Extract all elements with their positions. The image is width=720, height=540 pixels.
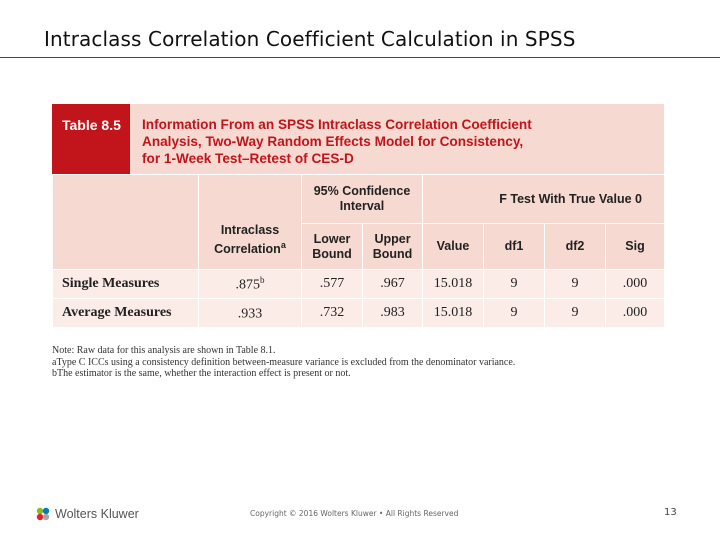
sig-cell: .000 <box>605 269 665 299</box>
icc-value: .875 <box>235 277 261 293</box>
icc-value: .933 <box>237 306 263 322</box>
df1-cell: 9 <box>483 298 545 328</box>
table-title-line: Analysis, Two-Way Random Effects Model f… <box>142 134 524 149</box>
slide-title: Intraclass Correlation Coefficient Calcu… <box>44 27 576 51</box>
footnote-marker: a <box>280 239 286 250</box>
column-header-row: Lower Bound Upper Bound Value df1 df2 Si… <box>53 223 665 270</box>
table-row: Average Measures .933 .732 .983 15.018 9… <box>52 298 665 328</box>
copyright-text: Copyright © 2016 Wolters Kluwer • All Ri… <box>250 509 459 518</box>
brand-name: Wolters Kluwer <box>55 507 139 521</box>
confidence-line1: 95% Confidence <box>313 184 411 198</box>
lower-bound-header: Lower Bound <box>301 223 363 270</box>
icc-table: Intraclass Correlationa 95% Confidence I… <box>52 174 665 328</box>
lower-bound-cell: .732 <box>301 298 363 328</box>
table-title: Information From an SPSS Intraclass Corr… <box>130 104 664 174</box>
lower-line2: Bound <box>312 246 352 261</box>
lower-bound-cell: .577 <box>301 269 363 299</box>
sig-header: Sig <box>605 223 665 270</box>
page-number: 13 <box>664 507 677 518</box>
wolters-kluwer-logo-icon <box>36 507 50 521</box>
upper-bound-cell: .967 <box>362 269 423 299</box>
df2-cell: 9 <box>544 269 606 299</box>
group-header-row: Intraclass Correlationa 95% Confidence I… <box>52 174 665 270</box>
f-test-header: F Test With True Value 0 <box>422 174 665 224</box>
table-note: aType C ICCs using a consistency definit… <box>52 356 516 368</box>
value-header: Value <box>422 223 484 270</box>
table-note: Note: Raw data for this analysis are sho… <box>52 345 276 356</box>
df1-cell: 9 <box>483 269 545 299</box>
footnote-marker: b <box>260 274 265 285</box>
row-label-header <box>52 174 199 270</box>
icc-header-line1: Intraclass <box>220 222 280 237</box>
table-notes: Note: Raw data for this analysis are sho… <box>52 345 515 380</box>
upper-line1: Upper <box>374 231 411 246</box>
table-caption: Table 8.5 Information From an SPSS Intra… <box>52 104 664 174</box>
table-title-line: for 1-Week Test–Retest of CES-D <box>142 151 354 166</box>
icc-cell: .875b <box>198 269 302 299</box>
icc-cell: .933 <box>198 298 302 328</box>
confidence-line2: Interval <box>339 199 385 213</box>
value-cell: 15.018 <box>422 269 484 299</box>
icc-header-line2: Correlation <box>214 242 281 256</box>
sig-cell: .000 <box>605 298 665 328</box>
df2-cell: 9 <box>544 298 606 328</box>
value-cell: 15.018 <box>422 298 484 328</box>
table-figure: Table 8.5 Information From an SPSS Intra… <box>52 104 665 328</box>
table-note: bThe estimator is the same, whether the … <box>52 368 351 379</box>
icc-header: Intraclass Correlationa <box>198 174 302 270</box>
table-row: Single Measures .875b .577 .967 15.018 9… <box>52 269 665 299</box>
brand-logo: Wolters Kluwer <box>34 505 139 523</box>
lower-line1: Lower <box>313 231 351 246</box>
table-label: Table 8.5 <box>52 104 130 174</box>
upper-bound-header: Upper Bound <box>362 223 423 270</box>
df1-header: df1 <box>483 223 545 270</box>
title-divider <box>0 57 720 58</box>
upper-line2: Bound <box>372 246 413 261</box>
table-title-line: Information From an SPSS Intraclass Corr… <box>142 117 532 132</box>
row-label: Average Measures <box>52 298 199 328</box>
df2-header: df2 <box>544 223 606 270</box>
confidence-interval-header: 95% Confidence Interval <box>301 174 423 224</box>
upper-bound-cell: .983 <box>362 298 423 328</box>
row-label: Single Measures <box>52 269 199 299</box>
